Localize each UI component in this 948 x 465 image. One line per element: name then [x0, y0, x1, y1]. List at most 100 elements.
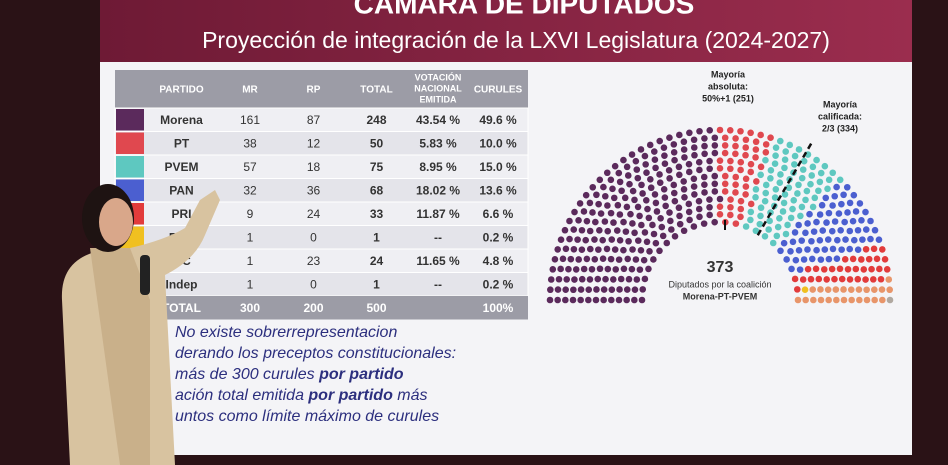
table-cell: 248	[366, 113, 386, 127]
seat	[591, 236, 598, 243]
seat	[631, 196, 638, 204]
note-segment: por partido	[307, 387, 393, 404]
seat	[752, 154, 759, 161]
seat	[852, 265, 860, 273]
seat	[706, 196, 713, 203]
table-cell: Morena	[160, 113, 203, 127]
seat	[676, 171, 683, 179]
seat	[680, 227, 688, 235]
seat	[809, 163, 817, 171]
seat	[870, 245, 878, 253]
seat	[840, 191, 847, 199]
table-cell: 33	[370, 207, 384, 221]
seat	[771, 160, 779, 168]
seat	[595, 246, 602, 253]
seat	[600, 296, 607, 304]
seat	[640, 256, 648, 264]
title: CÁMARA DE DIPUTADOS	[354, 0, 695, 19]
seat	[726, 127, 734, 134]
seat	[860, 266, 868, 273]
seat	[863, 286, 870, 294]
table-cell: 68	[370, 183, 384, 197]
seat	[551, 256, 559, 263]
seat	[656, 171, 663, 178]
seat	[570, 226, 578, 233]
seat	[645, 214, 653, 222]
table-cell: 18.02 %	[416, 183, 460, 197]
seat	[811, 194, 819, 202]
total-cell: 100%	[483, 301, 514, 315]
seat	[628, 265, 636, 273]
seat	[767, 175, 774, 182]
seat	[777, 247, 784, 255]
seat	[661, 194, 669, 201]
seat	[567, 255, 575, 263]
seat	[732, 173, 740, 181]
column-header: MR	[242, 85, 258, 96]
seat	[627, 210, 634, 218]
seat	[883, 266, 891, 273]
seat	[812, 265, 820, 273]
table-cell: 4.8 %	[483, 254, 514, 268]
seat	[806, 210, 813, 218]
seat	[800, 256, 808, 263]
seat	[549, 266, 557, 273]
seat	[585, 286, 593, 293]
seat	[628, 151, 636, 158]
table-cell: 18	[307, 160, 321, 174]
seat	[776, 214, 783, 222]
seat	[592, 296, 600, 304]
seat	[685, 208, 693, 216]
seat	[686, 216, 693, 224]
seat	[696, 213, 703, 221]
seat	[862, 276, 869, 283]
total-cell: 300	[240, 301, 260, 315]
banner	[100, 0, 912, 62]
seat	[798, 174, 806, 182]
seat	[747, 168, 755, 176]
seat	[747, 129, 754, 137]
seat	[795, 247, 803, 254]
seat	[838, 275, 846, 283]
seat	[681, 154, 688, 161]
table-cell: 161	[240, 113, 260, 127]
seat	[795, 146, 803, 153]
seat	[570, 245, 578, 253]
qualified-label: calificada:	[818, 111, 862, 121]
seat	[856, 296, 863, 304]
seat	[863, 296, 871, 304]
seat	[862, 208, 869, 216]
seat	[808, 237, 815, 245]
seat	[756, 220, 764, 228]
seat	[765, 226, 772, 233]
seat	[800, 157, 808, 165]
seat	[631, 229, 638, 237]
seat	[554, 286, 562, 293]
seat	[633, 166, 641, 173]
seat	[600, 183, 607, 191]
seat	[652, 239, 660, 247]
seat	[871, 286, 878, 293]
seat	[767, 134, 774, 141]
seat	[591, 256, 599, 263]
table-cell: 12	[307, 136, 321, 150]
seat	[660, 144, 668, 151]
seat	[585, 296, 592, 304]
seat	[666, 175, 673, 182]
table-cell: 11.65 %	[416, 254, 460, 268]
seat	[824, 286, 832, 293]
seat	[815, 187, 822, 195]
seat	[846, 276, 854, 283]
seat	[848, 296, 855, 304]
seat	[747, 160, 755, 168]
seat	[668, 226, 675, 233]
seat	[575, 256, 582, 263]
seat	[828, 227, 836, 235]
seat	[798, 203, 806, 211]
seat	[615, 169, 623, 177]
seat	[701, 135, 708, 142]
seat	[727, 196, 734, 203]
seat	[646, 248, 653, 255]
seat	[675, 204, 683, 212]
seat	[721, 134, 729, 142]
